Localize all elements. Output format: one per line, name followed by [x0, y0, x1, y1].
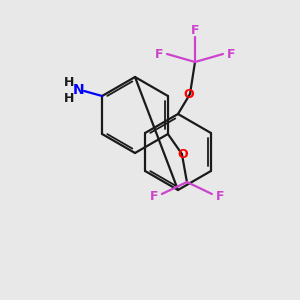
Text: F: F [216, 190, 224, 202]
Text: O: O [178, 148, 188, 160]
Text: F: F [227, 47, 235, 61]
Text: H: H [64, 92, 74, 106]
Text: H: H [64, 76, 74, 88]
Text: F: F [155, 47, 163, 61]
Text: F: F [150, 190, 158, 202]
Text: N: N [72, 83, 84, 97]
Text: F: F [191, 23, 199, 37]
Text: O: O [184, 88, 194, 100]
